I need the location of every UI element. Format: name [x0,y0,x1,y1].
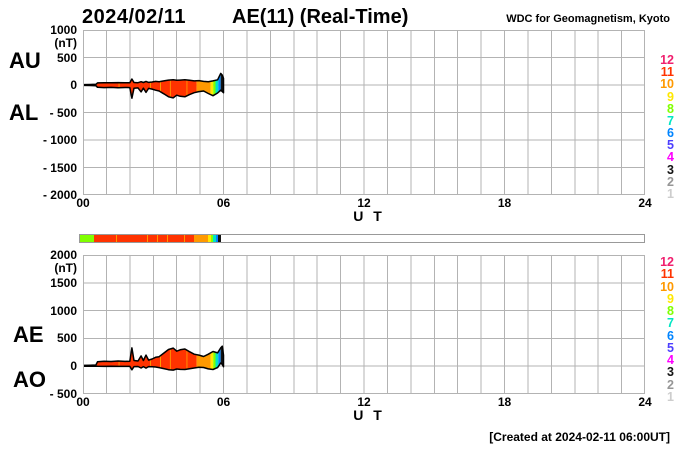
created-at-label: [Created at 2024-02-11 06:00UT] [489,430,670,444]
au-al-chart [83,30,645,195]
availability-segment-11 [93,235,194,242]
legend-station-count-6: 6 [667,126,674,141]
availability-segment-10 [147,235,149,242]
legend-station-count-11: 11 [660,65,674,80]
legend-station-count-8: 8 [667,304,674,319]
y-axis-unit-top: (nT) [54,36,77,50]
y-tick-label: 500 [56,331,77,346]
legend-station-count-11: 11 [660,267,674,282]
legend-station-count-9: 9 [667,291,674,306]
availability-segment-10 [157,235,159,242]
legend-station-count-12: 12 [660,53,674,67]
legend-station-count-9: 9 [667,89,674,104]
y-tick-label: 0 [70,78,77,92]
legend-station-count-4: 4 [667,353,674,368]
plot-date: 2024/02/11 [82,6,186,28]
legend-station-count-7: 7 [667,316,674,331]
y-tick-label: 1000 [50,303,77,318]
y-tick-label: 2000 [50,248,77,262]
x-tick-label: 00 [76,395,90,409]
plot-border [83,30,645,195]
availability-segment-3 [218,235,221,242]
x-tick-label: 06 [216,395,231,409]
availability-segment-8 [80,235,94,242]
ae-ao-chart [83,255,645,394]
y-tick-label: 0 [70,359,77,374]
legend-station-count-6: 6 [667,328,674,343]
y-tick-label: 1500 [50,275,77,290]
legend-station-count-2: 2 [667,377,674,392]
legend-station-count-5: 5 [667,138,674,153]
ae-ao-band [83,345,225,371]
x-axis-label-top: U T [353,208,385,224]
y-tick-label: - 1000 [42,133,77,147]
legend-station-count-8: 8 [667,101,674,116]
x-tick-label: 24 [638,196,652,210]
series-label-au: AU [9,48,41,73]
y-tick-label: - 500 [49,387,77,401]
data-availability-bar [79,234,645,243]
availability-segment-10 [193,235,209,242]
y-tick-label: 1000 [50,23,77,37]
y-axis-unit-bottom: (nT) [54,261,77,275]
series-label-ao: AO [13,367,46,392]
availability-segment-6 [215,235,219,242]
legend-station-count-5: 5 [667,340,674,355]
legend-station-count-10: 10 [660,77,674,92]
au-al-band [83,72,225,99]
x-axis-label-bottom: U T [353,407,385,423]
legend-station-count-12: 12 [660,255,674,269]
availability-segment-10 [167,235,169,242]
legend-station-count-4: 4 [667,150,674,165]
legend-station-count-3: 3 [667,162,674,177]
plot-border [83,255,645,394]
page-title: AE(11) (Real-Time) [232,6,409,28]
availability-segment-9 [208,235,211,242]
organization-label: WDC for Geomagnetism, Kyoto [506,13,670,25]
station-count-legend-top: 12 11 10 9 8 7 6 5 4 3 2 1 [646,54,674,201]
legend-station-count-3: 3 [667,365,674,380]
availability-segment-10 [115,235,117,242]
y-tick-label: - 1500 [42,160,77,175]
x-tick-label: 12 [357,196,371,210]
legend-station-count-10: 10 [660,279,674,294]
series-label-al: AL [9,100,39,125]
legend-station-count-1: 1 [667,390,674,404]
x-tick-label: 24 [638,395,652,409]
availability-segment-10 [183,235,185,242]
legend-station-count-1: 1 [667,187,674,201]
legend-station-count-2: 2 [667,174,674,189]
availability-segment-7 [213,235,216,242]
x-tick-label: 18 [497,395,512,409]
x-tick-label: 06 [216,196,231,210]
gridlines [83,30,645,195]
legend-station-count-7: 7 [667,113,674,128]
y-tick-label: - 2000 [42,188,77,202]
station-count-legend-bottom: 12 11 10 9 8 7 6 5 4 3 2 1 [646,256,674,404]
x-tick-label: 00 [76,196,90,210]
x-tick-label: 18 [497,196,512,210]
x-tick-label: 12 [357,395,371,409]
y-tick-label: - 500 [49,105,77,120]
availability-segment-8 [210,235,213,242]
gridlines [83,255,645,394]
y-tick-label: 500 [56,50,77,65]
series-label-ae: AE [13,322,44,347]
